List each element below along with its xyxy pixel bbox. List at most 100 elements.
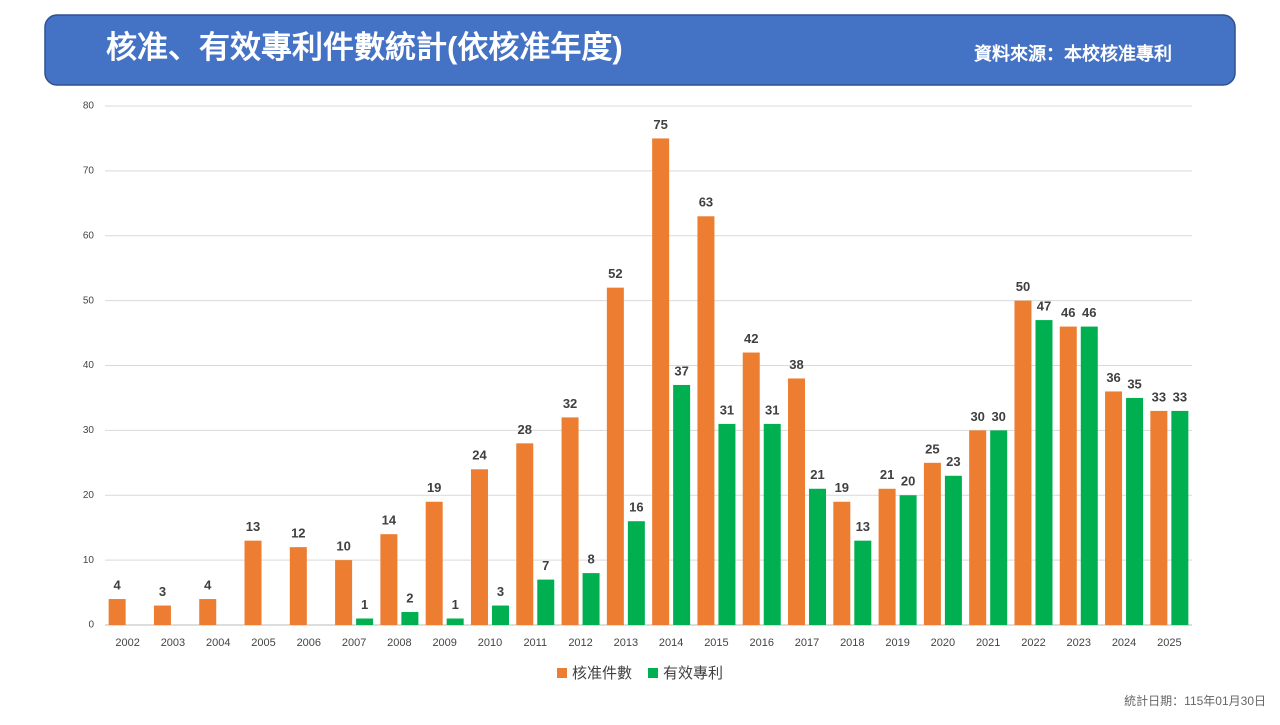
data-label: 23 — [946, 454, 960, 469]
bar — [561, 417, 579, 625]
data-label: 28 — [518, 422, 532, 437]
x-tick-label: 2017 — [795, 637, 819, 649]
header-box — [44, 14, 1236, 86]
x-tick-label: 2007 — [342, 637, 366, 649]
bar — [401, 612, 419, 625]
bar — [289, 547, 307, 625]
legend-swatch — [557, 668, 567, 678]
data-label: 50 — [1016, 279, 1030, 294]
legend-label: 有效專利 — [663, 665, 723, 682]
data-label: 13 — [246, 519, 260, 534]
x-tick-label: 2020 — [931, 637, 955, 649]
data-label: 52 — [608, 266, 622, 281]
data-label: 24 — [472, 448, 487, 463]
data-label: 35 — [1127, 376, 1141, 391]
bar — [425, 501, 443, 625]
bar — [356, 618, 374, 625]
y-tick-label: 60 — [83, 230, 95, 241]
x-tick-label: 2006 — [297, 637, 321, 649]
bar — [446, 618, 464, 625]
data-label: 33 — [1152, 389, 1166, 404]
y-tick-label: 70 — [83, 166, 95, 177]
x-tick-label: 2023 — [1067, 637, 1091, 649]
data-label: 30 — [991, 409, 1005, 424]
data-label: 4 — [114, 577, 122, 592]
data-label: 46 — [1082, 305, 1096, 320]
y-tick-label: 80 — [83, 101, 95, 112]
x-tick-label: 2005 — [251, 637, 275, 649]
bar — [627, 521, 645, 625]
bar — [923, 462, 941, 625]
bar — [788, 378, 806, 625]
bar — [335, 560, 353, 625]
data-label: 3 — [159, 584, 166, 599]
bar — [854, 540, 872, 625]
bar — [1059, 326, 1077, 625]
data-label: 30 — [970, 409, 984, 424]
x-tick-label: 2008 — [387, 637, 411, 649]
bar — [1126, 397, 1144, 625]
y-tick-label: 20 — [83, 490, 95, 501]
y-tick-label: 50 — [83, 295, 95, 306]
bar — [652, 138, 670, 625]
y-tick-label: 40 — [83, 360, 95, 371]
data-label: 10 — [336, 539, 350, 554]
x-tick-label: 2014 — [659, 637, 683, 649]
y-tick-label: 0 — [88, 620, 94, 631]
data-label: 19 — [427, 480, 441, 495]
data-label: 38 — [789, 357, 803, 372]
data-label: 32 — [563, 396, 577, 411]
data-label: 42 — [744, 331, 758, 346]
x-tick-label: 2021 — [976, 637, 1000, 649]
bar — [833, 501, 851, 625]
data-label: 4 — [204, 577, 212, 592]
data-label: 21 — [880, 467, 894, 482]
bar — [491, 605, 509, 625]
x-tick-label: 2002 — [115, 637, 139, 649]
bar — [697, 216, 715, 625]
x-tick-label: 2019 — [885, 637, 909, 649]
bar — [108, 599, 126, 625]
bar — [673, 384, 691, 625]
legend-label: 核准件數 — [572, 665, 632, 682]
bar — [516, 443, 534, 625]
bar — [899, 495, 917, 625]
chart-title: 核准、有效專利件數統計(依核准年度) — [106, 30, 623, 65]
x-tick-label: 2004 — [206, 637, 230, 649]
data-label: 31 — [765, 402, 779, 417]
bar — [878, 488, 896, 625]
x-tick-label: 2010 — [478, 637, 502, 649]
bar — [1150, 410, 1168, 625]
data-label: 13 — [856, 519, 870, 534]
bar — [1080, 326, 1098, 625]
bar — [582, 573, 600, 625]
bar — [990, 430, 1008, 625]
data-label: 2 — [406, 590, 413, 605]
x-tick-label: 2012 — [568, 637, 592, 649]
data-label: 20 — [901, 474, 915, 489]
data-label: 36 — [1106, 370, 1120, 385]
bar — [1014, 300, 1032, 625]
bar — [606, 287, 624, 625]
source-note: 資料來源：本校核准專利 — [974, 43, 1172, 64]
data-label: 31 — [720, 402, 734, 417]
data-label: 33 — [1173, 389, 1187, 404]
data-label: 1 — [361, 597, 368, 612]
x-tick-label: 2003 — [161, 637, 185, 649]
bar — [742, 352, 760, 625]
bar — [1035, 320, 1053, 625]
bar — [969, 430, 987, 625]
x-tick-label: 2022 — [1021, 637, 1045, 649]
x-tick-label: 2018 — [840, 637, 864, 649]
data-label: 21 — [810, 467, 824, 482]
bar — [244, 540, 262, 625]
y-tick-label: 30 — [83, 425, 95, 436]
bar — [153, 605, 171, 625]
y-tick-label: 10 — [83, 555, 95, 566]
bar — [809, 488, 827, 625]
bar — [380, 534, 398, 625]
bar — [199, 599, 217, 625]
data-label: 7 — [542, 558, 549, 573]
data-label: 25 — [925, 441, 939, 456]
